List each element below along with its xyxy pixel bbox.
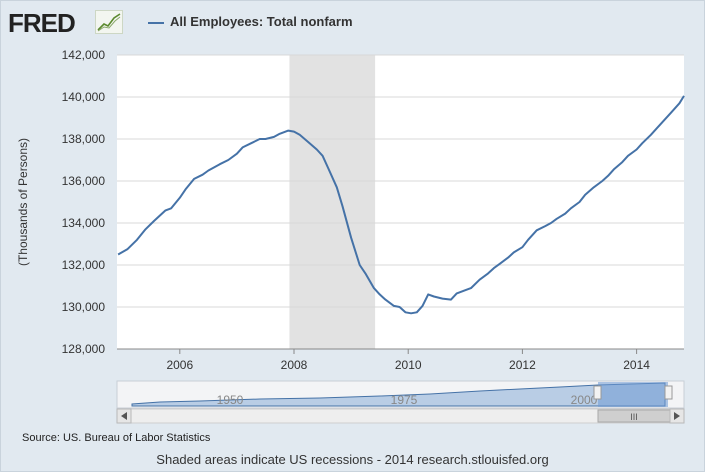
- series-line: [117, 95, 685, 315]
- fred-graph-icon: [95, 10, 123, 34]
- fred-graph-icon-line-2: [97, 16, 121, 32]
- scrollbar-grip: III: [630, 412, 638, 422]
- legend-label: All Employees: Total nonfarm: [170, 14, 353, 29]
- legend: All Employees: Total nonfarm: [148, 14, 353, 29]
- x-tick-label: 2006: [166, 358, 193, 372]
- y-tick-label: 140,000: [62, 90, 106, 104]
- x-tick-label: 2010: [395, 358, 422, 372]
- navigator-handle-right[interactable]: [664, 385, 673, 400]
- navigator-tick-label: 1950: [217, 393, 244, 407]
- left-arrow-icon: [121, 412, 127, 420]
- y-tick-label: 128,000: [62, 342, 106, 356]
- source-note: Source: US. Bureau of Labor Statistics: [22, 432, 211, 444]
- recession-note: Shaded areas indicate US recessions - 20…: [156, 452, 549, 467]
- y-tick-label: 142,000: [62, 48, 106, 62]
- plot-area: [117, 55, 684, 349]
- y-tick-label: 130,000: [62, 300, 106, 314]
- legend-swatch: [148, 21, 164, 24]
- fred-graph-icon-line: [97, 13, 121, 31]
- x-tick-label: 2014: [623, 358, 650, 372]
- navigator-handle-left[interactable]: [593, 385, 602, 400]
- x-tick-label: 2008: [281, 358, 308, 372]
- fred-logo: FRED: [8, 8, 76, 38]
- y-tick-label: 136,000: [62, 174, 106, 188]
- y-tick-label: 132,000: [62, 258, 106, 272]
- navigator-tick-label: 1975: [391, 393, 418, 407]
- line-chart: 128,000 130,000 132,000 134,000 136,000 138,0…: [16, 48, 685, 424]
- x-tick-label: 2012: [509, 358, 536, 372]
- recession-band: [289, 55, 376, 349]
- right-arrow-icon: [674, 412, 680, 420]
- y-tick-label: 134,000: [62, 216, 106, 230]
- y-tick-label: 138,000: [62, 132, 106, 146]
- y-axis-title: (Thousands of Persons): [16, 138, 30, 266]
- navigator-selection[interactable]: [598, 382, 668, 407]
- navigator-tick-label: 2000: [571, 393, 598, 407]
